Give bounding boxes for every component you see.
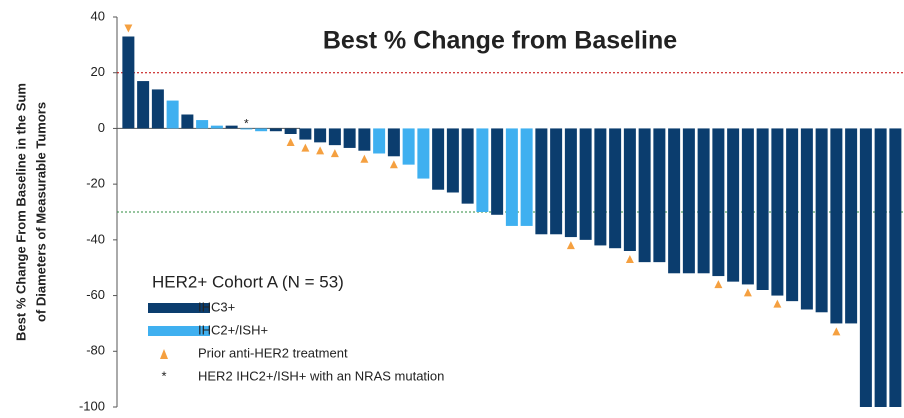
marker-triangle: [316, 146, 325, 155]
y-tick-label: -60: [86, 287, 105, 302]
bar: [771, 128, 784, 296]
marker-triangle: [566, 241, 575, 250]
marker-triangle: [360, 154, 369, 163]
bar: [122, 36, 135, 129]
bar: [358, 128, 371, 151]
marker-triangle: [743, 288, 752, 297]
legend-triangle: [160, 349, 168, 359]
bar: [638, 128, 651, 263]
bar: [594, 128, 607, 246]
legend-label: Prior anti-HER2 treatment: [198, 345, 348, 360]
bar: [874, 128, 887, 407]
bar: [889, 128, 902, 407]
legend-label: HER2 IHC2+/ISH+ with an NRAS mutation: [198, 368, 444, 383]
bar: [845, 128, 858, 324]
bar: [550, 128, 563, 235]
bar: [623, 128, 636, 251]
bar: [653, 128, 666, 263]
bar: [314, 128, 327, 143]
marker-triangle: [330, 149, 339, 158]
bar: [697, 128, 710, 274]
legend-label: IHC2+/ISH+: [198, 322, 268, 337]
y-tick-label: -80: [86, 343, 105, 358]
y-tick-label: -100: [79, 398, 105, 413]
bar: [328, 128, 341, 146]
bar: [579, 128, 592, 240]
bar: [299, 128, 312, 140]
marker-triangle: [832, 327, 841, 336]
marker-triangle: [301, 143, 310, 152]
bar: [461, 128, 474, 204]
marker-triangle: [625, 255, 634, 263]
bar: [830, 128, 843, 324]
bar: [535, 128, 548, 235]
bar: [151, 89, 164, 129]
bar: [800, 128, 813, 310]
bar: [432, 128, 445, 190]
marker-triangle: [389, 160, 398, 169]
y-tick-label: -40: [86, 231, 105, 246]
bar: [815, 128, 828, 313]
bar: [741, 128, 754, 285]
y-tick-label: 40: [91, 8, 105, 23]
y-axis-label: Best % Change From Baseline in the Sum: [13, 83, 28, 341]
bar: [373, 128, 386, 154]
bar: [668, 128, 681, 274]
marker-asterisk: *: [244, 117, 249, 131]
bar: [682, 128, 695, 274]
bar: [446, 128, 459, 193]
marker-triangle: [286, 138, 295, 146]
bar: [269, 128, 282, 132]
bar: [564, 128, 577, 238]
bar: [786, 128, 799, 302]
bar: [727, 128, 740, 282]
bar: [166, 100, 179, 129]
marker-triangle: [714, 280, 723, 289]
bar: [137, 81, 150, 129]
bar: [284, 128, 297, 134]
bar: [255, 128, 268, 132]
legend-label: IHC3+: [198, 299, 235, 314]
y-tick-label: -20: [86, 176, 105, 191]
legend-title: HER2+ Cohort A (N = 53): [152, 272, 344, 291]
bar: [859, 128, 872, 407]
bar: [240, 128, 253, 130]
y-axis-label: of Diameters of Measurable Tumors: [33, 102, 48, 322]
bar: [609, 128, 622, 249]
chart-title: Best % Change from Baseline: [323, 27, 677, 55]
bar: [343, 128, 356, 148]
y-tick-label: 20: [91, 64, 105, 79]
bar: [181, 114, 194, 129]
bar: [210, 125, 223, 129]
legend-swatch: [148, 326, 210, 336]
bar: [505, 128, 518, 226]
bar: [225, 125, 238, 129]
bar: [756, 128, 769, 290]
bar: [196, 120, 209, 129]
marker-triangle: [124, 24, 133, 33]
bar: [402, 128, 415, 165]
legend-asterisk: *: [161, 368, 166, 383]
bar: [476, 128, 489, 212]
y-tick-label: 0: [98, 120, 105, 135]
bar: [417, 128, 430, 179]
marker-triangle: [773, 299, 782, 308]
bar: [491, 128, 504, 215]
bar: [387, 128, 400, 157]
bar: [712, 128, 725, 277]
bar: [520, 128, 533, 226]
legend-swatch: [148, 303, 210, 313]
